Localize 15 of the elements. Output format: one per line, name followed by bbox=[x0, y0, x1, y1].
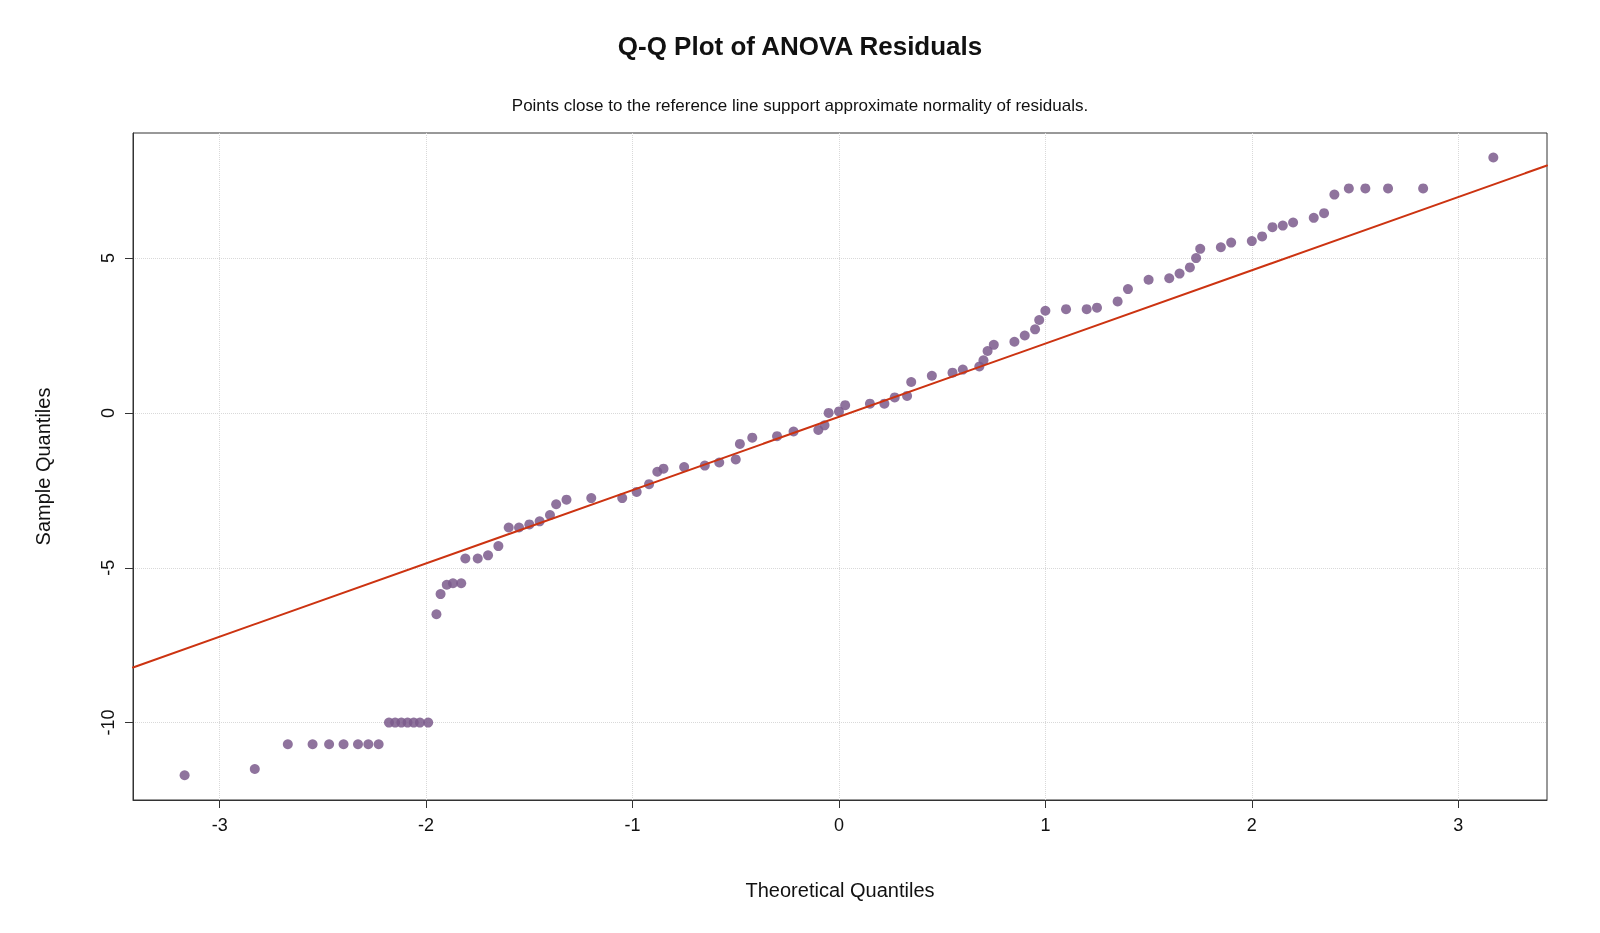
x-tick-label: -3 bbox=[211, 815, 228, 835]
chart-subtitle: Points close to the reference line support approximate normality of residuals. bbox=[511, 96, 1089, 115]
y-tick-label: 5 bbox=[98, 253, 118, 264]
x-tick-label: 1 bbox=[1040, 815, 1051, 835]
x-tick-label: -2 bbox=[418, 815, 435, 835]
x-tick-label: 2 bbox=[1246, 815, 1257, 835]
y-tick-label: -5 bbox=[98, 559, 118, 576]
y-tick-label: 0 bbox=[98, 407, 118, 418]
x-tick-label: -1 bbox=[624, 815, 641, 835]
y-axis-title: Sample Quantiles bbox=[32, 387, 54, 546]
x-axis-title: Theoretical Quantiles bbox=[745, 879, 935, 901]
chart-title: Q-Q Plot of ANOVA Residuals bbox=[617, 31, 983, 61]
x-tick-label: 0 bbox=[833, 815, 844, 835]
x-tick-label: 3 bbox=[1453, 815, 1464, 835]
y-tick-label: -10 bbox=[98, 709, 118, 736]
